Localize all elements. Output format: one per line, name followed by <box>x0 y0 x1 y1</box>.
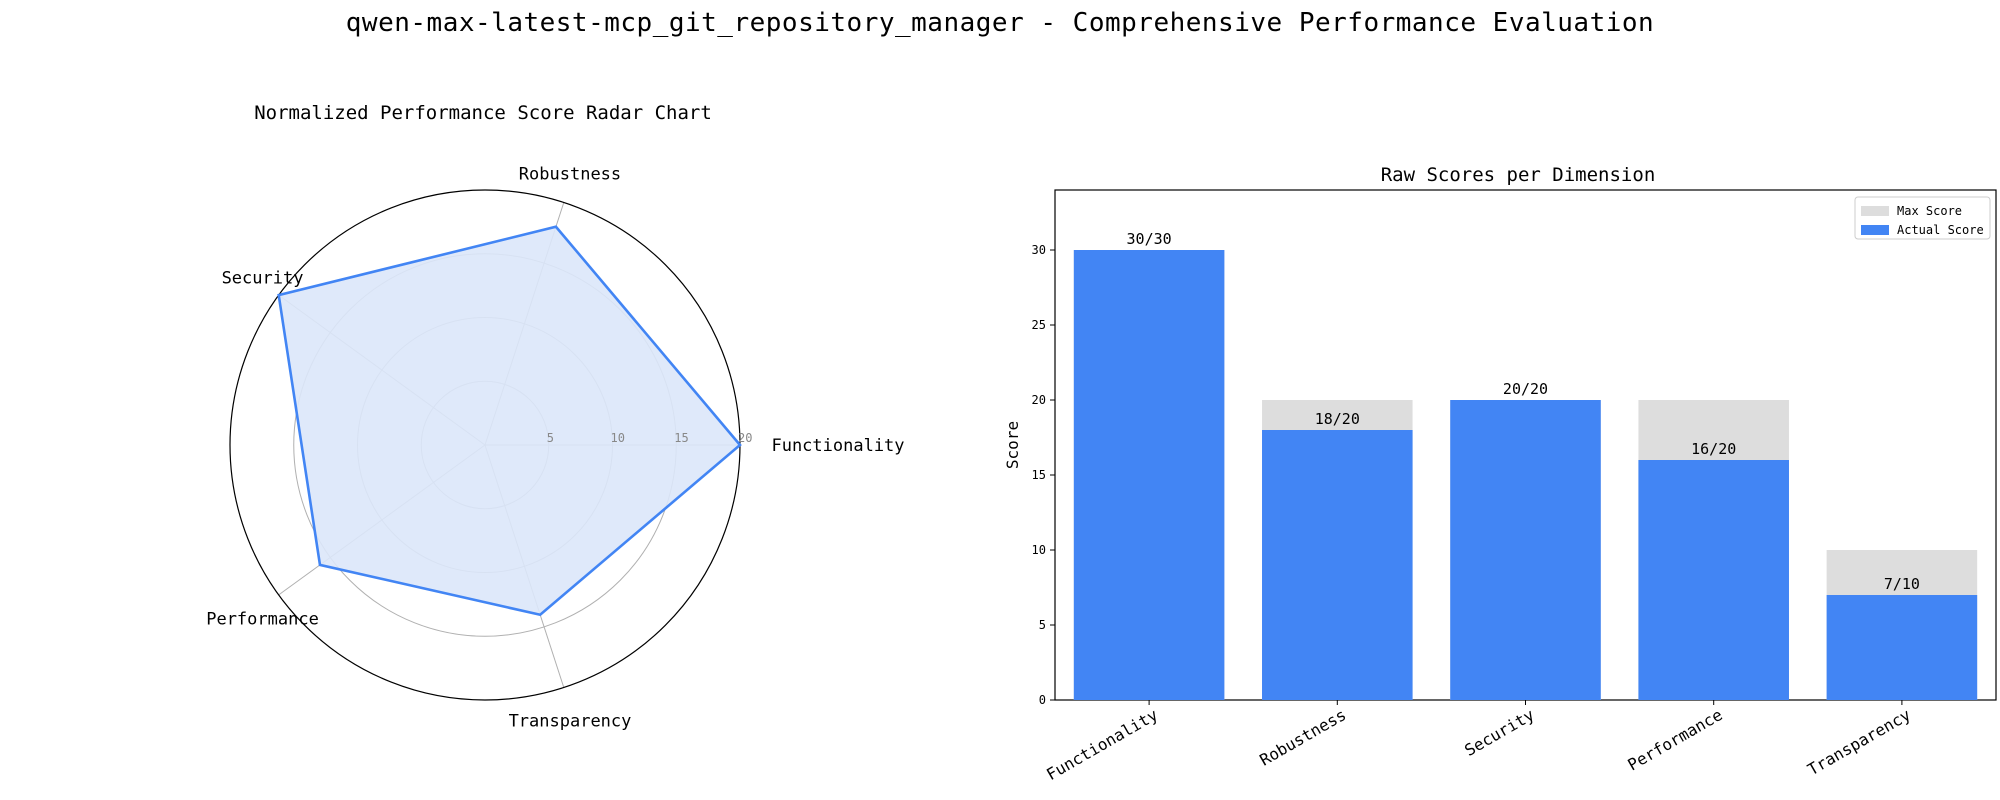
radar-tick-label: 10 <box>611 431 625 445</box>
y-tick-label: 15 <box>1032 468 1046 482</box>
radar-tick-label: 5 <box>547 431 554 445</box>
y-tick-label: 10 <box>1032 543 1046 557</box>
bar-data-label: 7/10 <box>1884 575 1920 593</box>
legend: Max Score Actual Score <box>1854 196 1991 240</box>
bar-chart-title: Raw Scores per Dimension <box>1381 164 1656 186</box>
radar-chart: Normalized Performance Score Radar Chart… <box>206 102 904 732</box>
bar-actual-score <box>1826 595 1978 700</box>
bar-chart: Raw Scores per Dimension Score 0 5 10 15 20 2… <box>1003 164 1997 784</box>
y-tick-label: 20 <box>1032 393 1046 407</box>
x-tick-label: Security <box>1461 705 1538 760</box>
radar-axis-label: Security <box>222 268 304 288</box>
y-tick-label: 25 <box>1032 318 1046 332</box>
bar-actual-score <box>1450 400 1601 700</box>
x-tick-label: Performance <box>1624 705 1725 774</box>
bar-actual-score <box>1638 460 1789 700</box>
radar-line <box>277 225 742 617</box>
radar-labels: 5 10 15 20 Functionality Robustness Security Pe… <box>206 164 904 731</box>
y-tick-label: 0 <box>1039 693 1046 707</box>
radar-chart-title: Normalized Performance Score Radar Chart <box>254 102 712 124</box>
y-tick-label: 30 <box>1032 243 1046 257</box>
legend-swatch <box>1861 206 1889 216</box>
radar-axis-label: Functionality <box>771 436 904 456</box>
x-tick-label: Functionality <box>1043 705 1161 784</box>
figure-title: qwen-max-latest-mcp_git_repository_manag… <box>345 8 1655 38</box>
radar-axis-label: Transparency <box>509 712 632 732</box>
bar-actual-score <box>1262 430 1413 700</box>
radar-tick-label: 15 <box>674 431 688 445</box>
bar-data-label: 20/20 <box>1503 380 1548 398</box>
bar-marks: 30/30 18/20 20/20 16/20 7/10 <box>1073 230 1978 700</box>
y-tick-label: 5 <box>1039 618 1046 632</box>
legend-swatch <box>1861 225 1889 235</box>
radar-tick-label: 20 <box>738 431 752 445</box>
legend-label: Max Score <box>1897 204 1962 218</box>
bar-data-label: 18/20 <box>1315 410 1360 428</box>
radar-axis-label: Robustness <box>519 164 621 184</box>
radar-axis-label: Performance <box>206 610 319 630</box>
y-axis-label: Score <box>1003 421 1022 469</box>
x-tick-label: Transparency <box>1804 705 1914 779</box>
x-tick-label: Robustness <box>1256 705 1349 770</box>
bar-data-label: 16/20 <box>1691 440 1736 458</box>
bar-data-label: 30/30 <box>1127 230 1172 248</box>
bar-actual-score <box>1073 250 1225 700</box>
radar-area <box>278 226 740 615</box>
legend-label: Actual Score <box>1897 223 1984 237</box>
radar-data <box>277 225 742 617</box>
